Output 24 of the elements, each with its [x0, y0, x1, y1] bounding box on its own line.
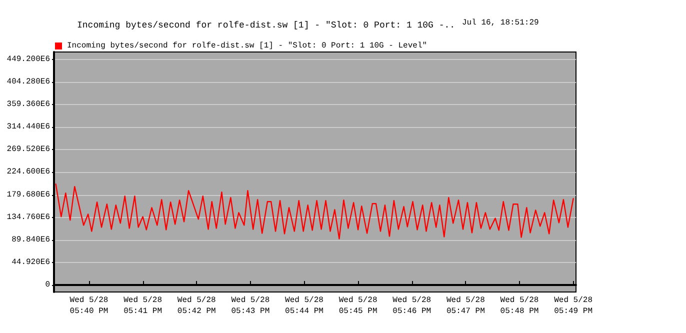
- x-tick-label: Wed 5/28 05:40 PM: [70, 296, 108, 316]
- x-tick-label: Wed 5/28 05:46 PM: [392, 296, 432, 316]
- y-tick-label: 44.920E6: [12, 258, 50, 267]
- chart-title: Incoming bytes/second for rolfe-dist.sw [1] - "Slot: 0 Port: 1 10G -..: [77, 20, 456, 30]
- legend-label: Incoming bytes/second for rolfe-dist.sw [1] - "Slot: 0 Port: 1 10G - Level": [67, 42, 428, 50]
- x-tick-label: Wed 5/28 05:42 PM: [177, 296, 216, 316]
- text: Jul 16, 18:51:29: [462, 18, 540, 28]
- y-tick-label: 134.760E6: [6, 212, 50, 222]
- y-tick-label: 449.200E6: [6, 54, 50, 64]
- y-tick-label: 359.360E6: [6, 100, 50, 110]
- y-tick-label: 224.600E6: [6, 168, 50, 177]
- x-tick-label: Wed 5/28 05:48 PM: [500, 296, 539, 316]
- y-tick-label: 0: [45, 280, 50, 290]
- x-tick-label: Wed 5/28 05:43 PM: [231, 296, 270, 316]
- x-tick-label: Wed 5/28 05:45 PM: [338, 296, 378, 316]
- y-tick-label: 179.680E6: [6, 190, 50, 200]
- y-tick-label: 269.520E6: [6, 145, 50, 154]
- x-tick-label: Wed 5/28 05:49 PM: [554, 296, 593, 316]
- y-tick-label: 404.280E6: [6, 77, 50, 86]
- x-tick-label: Wed 5/28 05:41 PM: [124, 296, 162, 316]
- x-tick-label: Wed 5/28 05:44 PM: [285, 296, 324, 316]
- y-tick-label: 314.440E6: [6, 122, 50, 132]
- x-tick-label: Wed 5/28 05:47 PM: [446, 296, 486, 316]
- y-tick-label: 89.840E6: [12, 235, 50, 244]
